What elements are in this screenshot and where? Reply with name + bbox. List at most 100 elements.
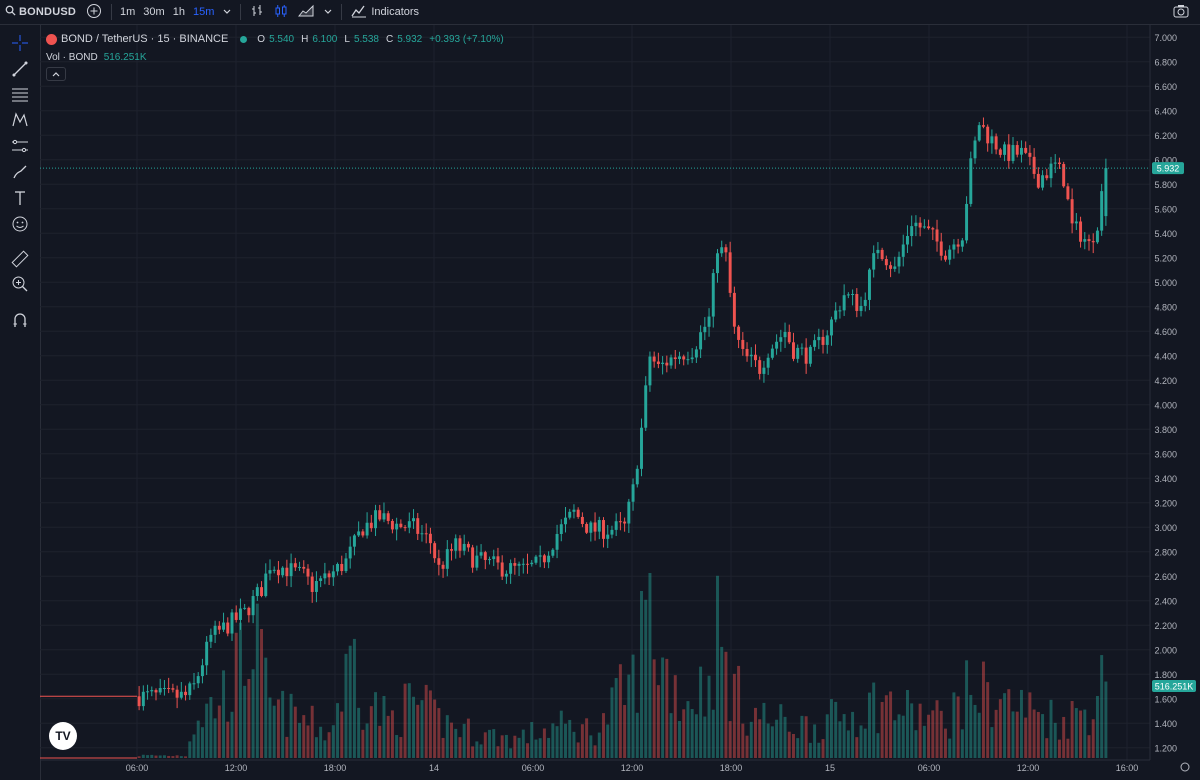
pattern-tool[interactable] [8, 110, 32, 134]
candle-body [336, 563, 340, 572]
candle-body [800, 347, 804, 349]
volume-bar [716, 575, 719, 758]
volume-bar [1028, 692, 1032, 758]
timeframe-30m[interactable]: 30m [143, 6, 165, 18]
volume-bar [255, 603, 259, 758]
ruler-tool[interactable] [8, 249, 32, 273]
volume-bar [424, 684, 428, 758]
volume-bar [918, 703, 922, 758]
volume-bar [403, 683, 407, 758]
candle-body [838, 310, 842, 312]
candle-body [745, 348, 749, 357]
candle-body [914, 222, 918, 227]
candle-body [200, 665, 204, 677]
volume-bar [673, 675, 677, 758]
grid [40, 25, 1150, 760]
toolbar-divider [240, 4, 242, 20]
volume-bar [162, 755, 166, 758]
volume-bar [1024, 717, 1028, 758]
volume-bar [669, 713, 673, 758]
volume-bar [374, 692, 378, 758]
crosshair-tool[interactable] [8, 33, 32, 57]
candle-body [804, 347, 808, 364]
screenshot-button[interactable] [1168, 0, 1194, 24]
volume-bar [378, 725, 382, 758]
price-tick-label: 4.200 [1154, 376, 1177, 386]
candle-body [652, 356, 656, 362]
zoom-tool[interactable] [8, 274, 32, 298]
price-tick-label: 1.400 [1154, 719, 1177, 729]
candle-body [648, 356, 652, 386]
measure-tool[interactable] [8, 136, 32, 160]
candle-body [424, 533, 428, 535]
brush-tool[interactable] [8, 162, 32, 186]
chevron-up-icon [52, 70, 60, 79]
volume-bar [943, 728, 947, 758]
candle-body [175, 689, 179, 698]
chart-style-dropdown[interactable] [319, 0, 337, 24]
candle-body [661, 362, 665, 365]
area-style-button[interactable] [293, 0, 319, 24]
candle-body [792, 342, 795, 359]
volume-bar [310, 705, 314, 758]
volume-bar [922, 725, 926, 758]
price-axis[interactable]: 7.000 6.800 6.600 6.400 6.200 6.000 5.800 5.600… [1149, 25, 1177, 760]
candle-body [597, 520, 601, 532]
candle-body [796, 347, 800, 359]
indicators-button[interactable]: Indicators [346, 0, 424, 24]
volume-bar [260, 629, 264, 758]
settings-icon[interactable] [1180, 762, 1190, 772]
candle-body [998, 149, 1002, 155]
candle-body [851, 294, 855, 296]
candle-body [488, 559, 491, 561]
text-tool[interactable] [8, 188, 32, 212]
add-symbol-button[interactable] [81, 0, 107, 24]
fib-tool[interactable] [8, 84, 32, 108]
volume-bar [298, 722, 302, 758]
time-axis[interactable]: 06:00 12:00 18:00 14 06:00 12:00 18:00 15 06:00 1… [40, 759, 1190, 773]
candle-body [361, 531, 365, 536]
volume-bar [889, 691, 893, 758]
bar-style-button[interactable] [245, 0, 269, 24]
candle-body [1079, 221, 1083, 242]
candle-body [770, 348, 774, 358]
candle-body [344, 558, 348, 572]
collapse-legend-button[interactable] [46, 67, 66, 81]
candle-body [965, 203, 969, 241]
time-tick-label: 06:00 [918, 763, 941, 773]
candle-body [298, 566, 302, 568]
volume-bar [897, 714, 901, 758]
volume-bar [1057, 739, 1061, 758]
price-tick-label: 6.200 [1154, 131, 1177, 141]
emoji-tool[interactable] [8, 214, 32, 238]
candle-body [433, 543, 437, 559]
magnet-tool[interactable] [8, 310, 32, 334]
low-value: 5.538 [353, 33, 379, 45]
candle-body [374, 510, 378, 529]
volume-bar [521, 729, 525, 758]
candle-body [264, 573, 268, 596]
candle-body [369, 522, 373, 529]
timeframe-1h[interactable]: 1h [172, 6, 185, 18]
tradingview-logo[interactable]: TV [49, 722, 77, 750]
volume-bar [344, 653, 348, 758]
symbol-search[interactable]: BONDUSD [0, 0, 81, 24]
volume-bar [420, 700, 424, 758]
candle-body [834, 310, 838, 320]
candle-style-button[interactable] [269, 0, 293, 24]
volume-bar [597, 732, 601, 758]
pair-label[interactable]: BOND / TetherUS · 15 · BINANCE [61, 33, 229, 45]
volume-bar [336, 703, 340, 758]
volume-bar [998, 699, 1002, 758]
candle-body [428, 533, 432, 544]
candle-body [492, 556, 496, 560]
volume-bar [513, 735, 517, 758]
timeframe-1m[interactable]: 1m [120, 6, 136, 18]
timeframe-15m[interactable]: 15m [192, 6, 215, 18]
timeframe-dropdown[interactable] [218, 0, 236, 24]
volume-bar [450, 722, 453, 758]
volume-bar [737, 665, 741, 758]
trend-line-tool[interactable] [8, 59, 32, 83]
time-tick-label: 18:00 [324, 763, 347, 773]
